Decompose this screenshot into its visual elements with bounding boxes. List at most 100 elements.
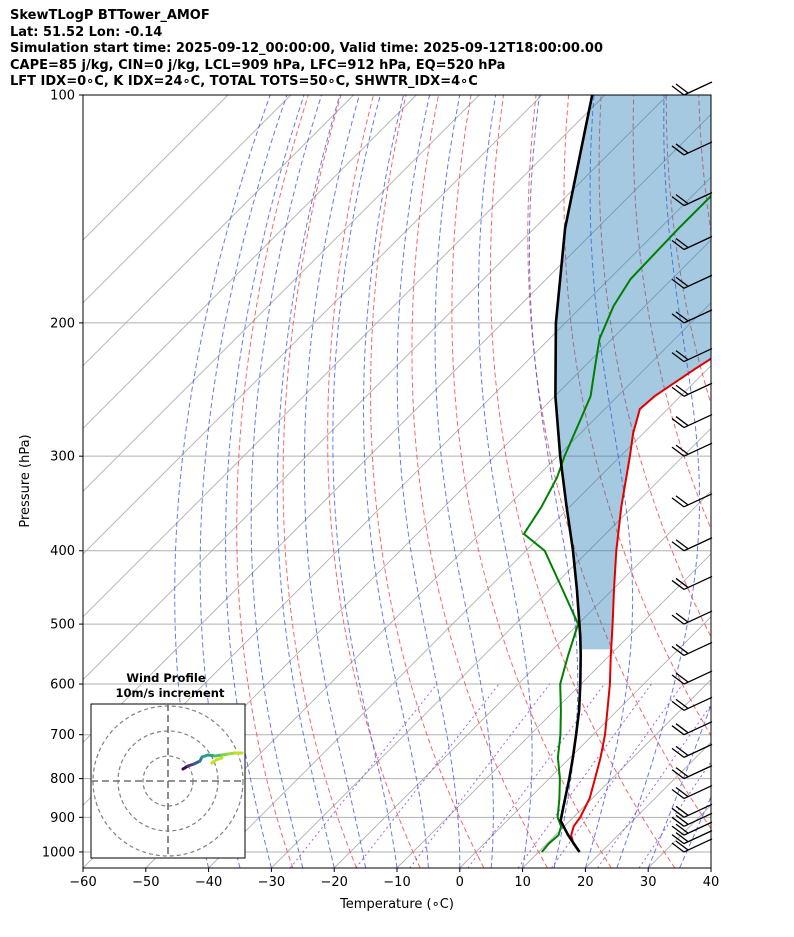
wind-barb-flag — [671, 725, 685, 736]
wind-barb-flag — [675, 814, 689, 825]
dry-adiabat — [598, 95, 711, 638]
wind-barb-shaft — [683, 610, 713, 625]
wind-barb — [671, 274, 713, 289]
isotherm-line — [396, 553, 711, 868]
wind-barb-shaft — [683, 347, 713, 363]
wind-barb-flag — [675, 539, 689, 550]
wind-barb — [671, 442, 713, 457]
moist-adiabat — [225, 95, 305, 868]
wind-barb-shaft — [683, 274, 713, 289]
mixing-ratio-line — [597, 704, 711, 868]
hodograph-subtitle: 10m/s increment — [116, 686, 225, 700]
wind-barb — [671, 141, 713, 156]
wind-barb-shaft — [683, 493, 713, 508]
chart-header: SkewTLogP BTTower_AMOF Lat: 51.52 Lon: -… — [10, 8, 790, 91]
wind-barb — [671, 235, 713, 251]
moist-adiabat — [396, 95, 461, 868]
wind-barb-flag — [671, 816, 685, 827]
x-tick-label: 40 — [703, 875, 720, 890]
wind-barb-flag — [675, 767, 689, 778]
moist-adiabat — [434, 95, 494, 868]
wind-barb — [671, 309, 713, 324]
wind-barb-shaft — [683, 830, 713, 845]
temperature-line — [570, 357, 711, 853]
wind-barb-flag — [671, 497, 685, 508]
wind-barb-flag — [675, 276, 689, 287]
x-tick-label: −50 — [132, 875, 159, 890]
hodograph-title: Wind Profile — [126, 671, 206, 685]
x-tick-label: 10 — [514, 875, 531, 890]
mixing-ratio-line — [289, 683, 438, 868]
wind-barb-shaft — [683, 81, 713, 96]
parcel-profile-line — [554, 95, 594, 853]
wind-barb-flag — [675, 237, 689, 249]
wind-barb-shaft — [683, 821, 713, 836]
dewpoint-line — [522, 194, 711, 853]
moist-adiabat — [174, 95, 271, 868]
isotherm-line — [710, 867, 711, 868]
moist-adiabat — [647, 703, 711, 868]
cape-shading — [555, 95, 711, 650]
wind-barb-flag — [675, 577, 689, 588]
dry-adiabat — [411, 95, 549, 868]
mixing-ratio-line — [467, 683, 605, 868]
isotherm-line — [459, 616, 711, 868]
wind-barb-flag — [671, 313, 685, 324]
x-tick-label: −60 — [69, 875, 96, 890]
dry-adiabat — [327, 95, 421, 868]
dry-adiabat — [563, 95, 711, 737]
wind-barb-shaft — [683, 670, 713, 685]
wind-barb-flag — [671, 196, 685, 207]
wind-barb — [671, 784, 713, 800]
wind-barb-flag — [671, 278, 685, 289]
y-tick-label: 400 — [50, 544, 75, 559]
wind-barb-flag — [671, 834, 685, 845]
y-tick-label: 1000 — [42, 845, 75, 860]
moist-adiabat — [528, 95, 579, 868]
wind-barb — [671, 493, 713, 508]
moist-adiabat — [679, 795, 711, 868]
wind-barb-flag — [675, 612, 689, 623]
isotherm-line — [83, 95, 354, 367]
wind-barb-shaft — [683, 743, 713, 758]
y-tick-label: 500 — [50, 618, 75, 633]
wind-barb-flag — [671, 579, 685, 590]
wind-barb-flag — [675, 194, 689, 205]
title-location: Lat: 51.52 Lon: -0.14 — [10, 24, 163, 40]
wind-barb — [671, 413, 713, 429]
wind-barb — [671, 838, 713, 853]
wind-barb-flag — [675, 787, 689, 798]
wind-barb-flag — [671, 85, 685, 96]
y-tick-label: 300 — [50, 450, 75, 465]
wind-barb-flag — [671, 239, 685, 251]
wind-barb — [671, 803, 713, 818]
wind-barb-shaft — [683, 803, 713, 818]
wind-barb-flag — [675, 723, 689, 734]
isotherm-line — [83, 95, 606, 618]
wind-barb-flag — [671, 418, 685, 429]
wind-barb-shaft — [683, 575, 713, 591]
moist-adiabat — [250, 95, 323, 868]
wind-barb-flag — [671, 789, 685, 800]
wind-barb-flag — [671, 700, 685, 711]
wind-barb-flag — [671, 747, 685, 758]
wind-barb — [671, 721, 713, 736]
isotherm-line — [83, 95, 417, 430]
isotherm-line — [333, 490, 711, 868]
moist-adiabat — [584, 95, 634, 868]
wind-barb — [671, 192, 713, 207]
y-tick-label: 100 — [50, 89, 75, 104]
isotherm-line — [83, 95, 292, 304]
dry-adiabat — [282, 95, 357, 868]
profile-lines — [522, 95, 711, 853]
dry-adiabat — [451, 95, 612, 868]
dry-adiabat — [370, 95, 485, 868]
moist-adiabat — [362, 95, 429, 868]
mixing-ratio-line — [409, 683, 551, 868]
wind-barb — [671, 641, 713, 657]
wind-barb-shaft — [683, 192, 713, 207]
wind-barb-shaft — [683, 442, 713, 457]
wind-barb — [671, 812, 713, 827]
wind-barb — [671, 382, 713, 397]
